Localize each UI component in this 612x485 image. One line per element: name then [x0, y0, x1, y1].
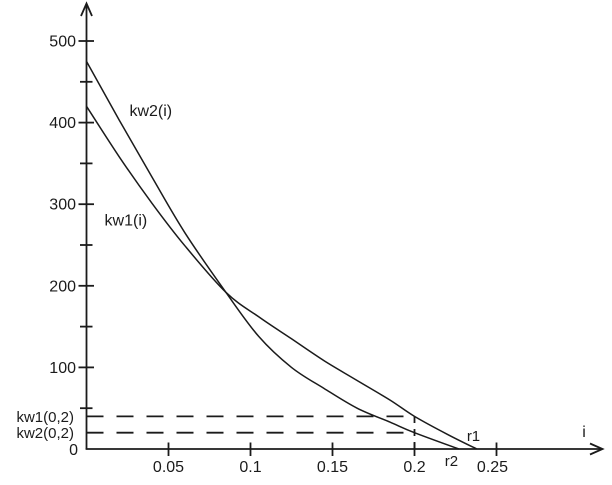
dashed-level-label-2: kw2(0,2): [16, 425, 74, 442]
x-tick-label: 0.25: [477, 459, 508, 476]
x-tick-label: 0.15: [317, 459, 348, 476]
y-tick-label: 400: [49, 115, 76, 132]
y-tick-label: 500: [49, 34, 76, 51]
root-label-r2: r2: [445, 453, 458, 470]
y-axis-arrow-icon: [80, 1, 93, 17]
origin-label: 0: [69, 442, 78, 459]
x-tick-label: 0.05: [153, 459, 184, 476]
root-label-r1: r1: [467, 428, 480, 445]
dashed-level-label-1: kw1(0,2): [16, 409, 74, 426]
curve-kw1: [85, 105, 478, 450]
y-tick-label: 300: [49, 197, 76, 214]
y-tick-label: 100: [49, 360, 76, 377]
curve-label-kw1: kw1(i): [105, 212, 148, 229]
x-axis-name-label: i: [582, 424, 586, 441]
curve-kw2: [85, 61, 460, 450]
x-tick-label: 0.1: [239, 459, 261, 476]
y-tick-label: 200: [49, 278, 76, 295]
x-tick-label: 0.2: [403, 459, 425, 476]
x-axis-arrow-icon: [589, 442, 605, 456]
curve-label-kw2: kw2(i): [129, 103, 172, 120]
